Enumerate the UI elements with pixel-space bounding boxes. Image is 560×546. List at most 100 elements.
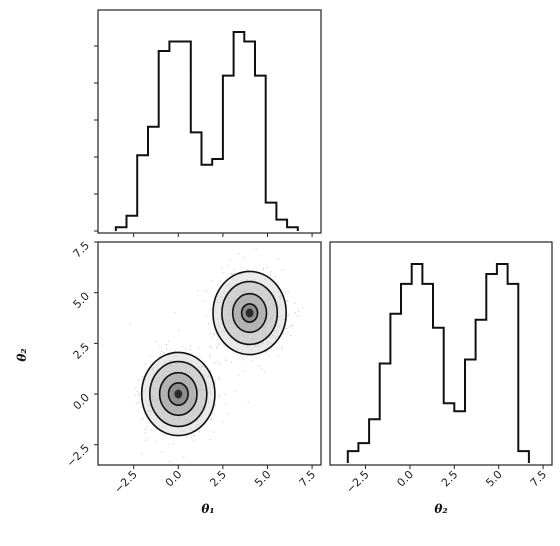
scatter-point [206, 290, 208, 292]
scatter-point [286, 327, 288, 329]
scatter-point [142, 376, 144, 378]
scatter-point [212, 431, 214, 433]
scatter-point [227, 265, 229, 267]
y-axis-label-theta2: θ₂ [15, 348, 29, 361]
scatter-point [193, 435, 195, 437]
density-contour [158, 371, 198, 417]
scatter-point [294, 302, 296, 304]
scatter-point [276, 347, 278, 349]
scatter-point [154, 440, 157, 442]
scatter-point [233, 269, 235, 271]
scatter-point [296, 315, 299, 317]
scatter-point [174, 311, 176, 314]
scatter-point [264, 352, 267, 354]
scatter-point [167, 340, 170, 342]
scatter-point [243, 370, 245, 372]
scatter-point [263, 269, 265, 271]
histogram-theta1-panel [94, 9, 322, 237]
scatter-point [240, 355, 242, 357]
scatter-point [231, 273, 233, 275]
scatter-point [150, 429, 152, 431]
scatter-point [225, 359, 227, 361]
scatter-point [166, 344, 168, 346]
scatter-point [287, 300, 289, 302]
scatter-point [219, 394, 221, 396]
scatter-point [209, 357, 211, 359]
scatter-point [270, 274, 272, 276]
scatter-point [141, 379, 143, 381]
scatter-point [214, 380, 216, 382]
scatter-point [140, 406, 142, 408]
density-frame [97, 241, 322, 466]
histogram-theta2-frame [329, 241, 553, 466]
scatter-point [144, 363, 146, 365]
scatter-point [242, 256, 244, 258]
scatter-point [294, 312, 297, 314]
scatter-point [263, 371, 266, 373]
scatter-point [218, 396, 220, 398]
scatter-point [183, 456, 185, 458]
scatter-point [208, 323, 210, 325]
scatter-point [218, 377, 220, 379]
scatter-point [159, 346, 161, 348]
scatter-point [203, 289, 205, 291]
scatter-point [186, 435, 188, 437]
scatter-point [217, 361, 219, 363]
scatter-point [224, 346, 226, 348]
density-contour [167, 381, 189, 406]
scatter-point [160, 350, 163, 352]
scatter-point [212, 334, 214, 336]
scatter-point [211, 418, 213, 420]
scatter-point [168, 461, 171, 463]
scatter-point [193, 434, 195, 436]
scatter-point [198, 347, 200, 349]
scatter-point [149, 356, 151, 358]
scatter-point [197, 290, 199, 292]
scatter-point [298, 310, 300, 312]
scatter-point [218, 378, 220, 380]
scatter-point [251, 360, 253, 362]
scatter-point [225, 279, 227, 281]
scatter-point [246, 268, 248, 271]
scatter-point [247, 401, 249, 404]
scatter-point [230, 361, 232, 363]
scatter-point [134, 388, 136, 390]
scatter-point [193, 439, 195, 441]
scatter-point [287, 331, 289, 334]
scatter-point [285, 327, 287, 329]
scatter-point [217, 343, 220, 345]
scatter-point [144, 432, 146, 434]
scatter-point [277, 258, 279, 260]
scatter-point [289, 325, 291, 328]
x-axis-label-theta2: θ₂ [434, 502, 447, 516]
scatter-point [130, 323, 132, 325]
histogram-theta2-series [346, 263, 530, 463]
x-axis-label-theta1: θ₁ [201, 502, 214, 516]
scatter-point [209, 346, 211, 348]
density-peak-1 [174, 389, 183, 399]
scatter-point [285, 291, 287, 293]
scatter-point [234, 390, 236, 392]
scatter-point [301, 307, 303, 309]
scatter-point [137, 394, 139, 396]
scatter-point [139, 392, 141, 394]
scatter-point [158, 356, 160, 358]
scatter-point [165, 348, 168, 350]
scatter-point [225, 357, 227, 359]
scatter-point [277, 282, 279, 284]
scatter-point [209, 439, 211, 441]
scatter-point [224, 393, 226, 395]
scatter-point [216, 339, 218, 341]
scatter-point [209, 333, 211, 335]
scatter-point [161, 451, 163, 453]
scatter-point [146, 437, 148, 439]
scatter-point [214, 333, 216, 335]
scatter-point [162, 434, 164, 436]
scatter-point [243, 356, 245, 358]
scatter-point [225, 403, 227, 405]
scatter-point [141, 453, 143, 455]
scatter-point [229, 259, 231, 262]
scatter-point [238, 374, 240, 376]
scatter-point [137, 379, 139, 381]
